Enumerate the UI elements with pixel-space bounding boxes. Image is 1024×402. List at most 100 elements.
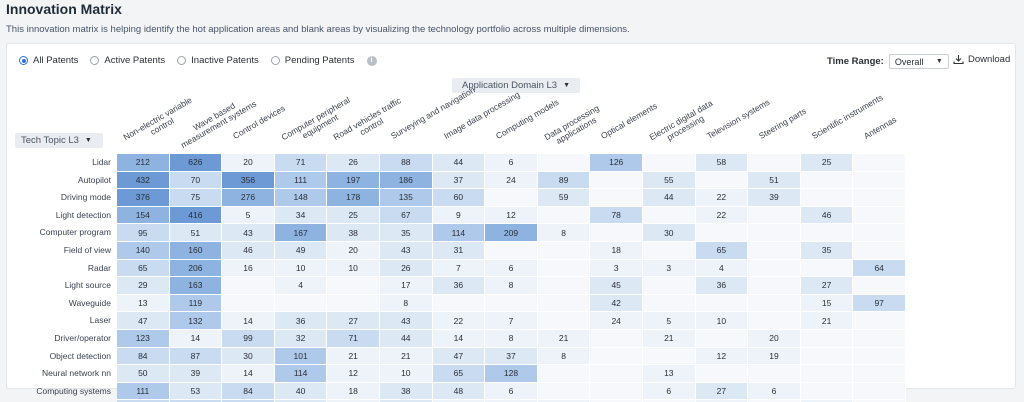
matrix-cell[interactable]: 154: [117, 207, 170, 225]
application-domain-select[interactable]: Application Domain L3 ▼: [452, 78, 580, 93]
matrix-cell[interactable]: [433, 295, 486, 313]
matrix-cell[interactable]: 49: [275, 242, 328, 260]
matrix-cell[interactable]: 40: [275, 383, 328, 401]
download-button[interactable]: Download: [953, 54, 1010, 65]
matrix-cell[interactable]: 26: [380, 260, 433, 278]
matrix-cell[interactable]: [275, 295, 328, 313]
matrix-cell[interactable]: 167: [275, 224, 328, 242]
matrix-cell[interactable]: [801, 365, 854, 383]
matrix-cell[interactable]: [643, 295, 696, 313]
matrix-cell[interactable]: 432: [117, 172, 170, 190]
matrix-cell[interactable]: 46: [801, 207, 854, 225]
matrix-cell[interactable]: [853, 189, 906, 207]
matrix-cell[interactable]: 197: [327, 172, 380, 190]
matrix-cell[interactable]: [748, 260, 801, 278]
matrix-cell[interactable]: 35: [380, 224, 433, 242]
matrix-cell[interactable]: 206: [170, 260, 223, 278]
matrix-cell[interactable]: [538, 312, 591, 330]
matrix-cell[interactable]: 29: [117, 277, 170, 295]
matrix-cell[interactable]: 27: [327, 312, 380, 330]
matrix-cell[interactable]: 6: [485, 154, 538, 172]
matrix-cell[interactable]: [748, 312, 801, 330]
matrix-cell[interactable]: 140: [117, 242, 170, 260]
radio-all-patents[interactable]: All Patents: [19, 55, 78, 66]
matrix-cell[interactable]: [853, 242, 906, 260]
matrix-cell[interactable]: 89: [538, 172, 591, 190]
matrix-cell[interactable]: 60: [433, 189, 486, 207]
matrix-cell[interactable]: [748, 224, 801, 242]
matrix-cell[interactable]: [696, 330, 749, 348]
matrix-cell[interactable]: 59: [538, 189, 591, 207]
matrix-cell[interactable]: [538, 277, 591, 295]
matrix-cell[interactable]: 3: [590, 260, 643, 278]
matrix-cell[interactable]: [538, 154, 591, 172]
matrix-cell[interactable]: [327, 295, 380, 313]
matrix-cell[interactable]: [696, 295, 749, 313]
matrix-cell[interactable]: 65: [696, 242, 749, 260]
matrix-cell[interactable]: [853, 365, 906, 383]
matrix-cell[interactable]: 356: [222, 172, 275, 190]
matrix-cell[interactable]: 25: [801, 154, 854, 172]
matrix-cell[interactable]: 75: [170, 189, 223, 207]
matrix-cell[interactable]: 43: [380, 242, 433, 260]
matrix-cell[interactable]: 27: [801, 277, 854, 295]
matrix-cell[interactable]: 6: [748, 383, 801, 401]
matrix-cell[interactable]: 119: [170, 295, 223, 313]
matrix-cell[interactable]: 97: [853, 295, 906, 313]
matrix-cell[interactable]: 99: [222, 330, 275, 348]
matrix-cell[interactable]: 12: [327, 365, 380, 383]
matrix-cell[interactable]: 12: [696, 348, 749, 366]
matrix-cell[interactable]: 65: [433, 365, 486, 383]
matrix-cell[interactable]: [590, 172, 643, 190]
matrix-cell[interactable]: [748, 295, 801, 313]
matrix-cell[interactable]: 14: [433, 330, 486, 348]
matrix-cell[interactable]: 6: [643, 383, 696, 401]
matrix-cell[interactable]: 5: [222, 207, 275, 225]
matrix-cell[interactable]: [696, 365, 749, 383]
matrix-cell[interactable]: 71: [327, 330, 380, 348]
matrix-cell[interactable]: 30: [643, 224, 696, 242]
matrix-cell[interactable]: 22: [433, 312, 486, 330]
matrix-cell[interactable]: 39: [748, 189, 801, 207]
matrix-cell[interactable]: 8: [538, 224, 591, 242]
matrix-cell[interactable]: 186: [380, 172, 433, 190]
matrix-cell[interactable]: [222, 277, 275, 295]
radio-pending-patents[interactable]: Pending Patents: [271, 55, 355, 66]
matrix-cell[interactable]: [696, 172, 749, 190]
matrix-cell[interactable]: [853, 312, 906, 330]
matrix-cell[interactable]: 128: [485, 365, 538, 383]
matrix-cell[interactable]: 25: [327, 207, 380, 225]
matrix-cell[interactable]: [748, 242, 801, 260]
matrix-cell[interactable]: 21: [327, 348, 380, 366]
matrix-cell[interactable]: [538, 207, 591, 225]
matrix-cell[interactable]: 126: [590, 154, 643, 172]
matrix-cell[interactable]: 43: [380, 312, 433, 330]
matrix-cell[interactable]: 14: [222, 312, 275, 330]
matrix-cell[interactable]: 8: [380, 295, 433, 313]
matrix-cell[interactable]: 6: [485, 383, 538, 401]
matrix-cell[interactable]: 163: [170, 277, 223, 295]
matrix-cell[interactable]: [801, 189, 854, 207]
matrix-cell[interactable]: [748, 207, 801, 225]
info-icon[interactable]: i: [367, 56, 377, 66]
matrix-cell[interactable]: [590, 189, 643, 207]
matrix-cell[interactable]: 21: [380, 348, 433, 366]
matrix-cell[interactable]: 84: [117, 348, 170, 366]
matrix-cell[interactable]: [853, 277, 906, 295]
matrix-cell[interactable]: [801, 348, 854, 366]
matrix-cell[interactable]: 114: [433, 224, 486, 242]
matrix-cell[interactable]: 58: [696, 154, 749, 172]
matrix-cell[interactable]: [853, 224, 906, 242]
matrix-cell[interactable]: 50: [117, 365, 170, 383]
matrix-cell[interactable]: 30: [222, 348, 275, 366]
time-range-select[interactable]: Overall ▼: [889, 54, 949, 69]
matrix-cell[interactable]: 39: [170, 365, 223, 383]
matrix-cell[interactable]: 8: [485, 330, 538, 348]
matrix-cell[interactable]: [538, 260, 591, 278]
matrix-cell[interactable]: 4: [696, 260, 749, 278]
matrix-cell[interactable]: 37: [485, 348, 538, 366]
matrix-cell[interactable]: 111: [275, 172, 328, 190]
matrix-cell[interactable]: 84: [222, 383, 275, 401]
matrix-cell[interactable]: [643, 154, 696, 172]
matrix-cell[interactable]: [643, 348, 696, 366]
